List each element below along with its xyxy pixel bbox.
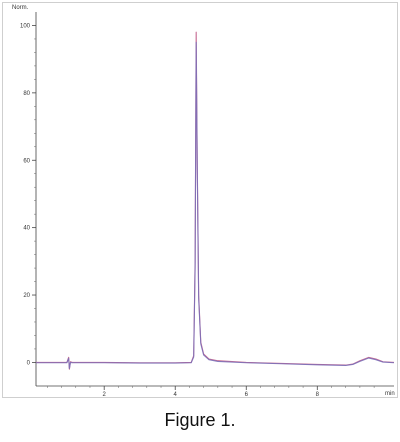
x-tick-label: 6 [245, 392, 249, 398]
x-tick-label: 8 [316, 392, 320, 398]
figure-caption: Figure 1. [164, 410, 236, 430]
minor-ticks [34, 38, 375, 388]
y-tick-label: 80 [23, 91, 30, 97]
plot-area: 0 20 40 60 80 100 2 4 6 8 Norm. min [12, 5, 395, 398]
y-ticks: 0 20 40 60 80 100 [20, 23, 36, 366]
x-tick-label: 2 [103, 392, 107, 398]
x-ticks: 2 4 6 8 [103, 386, 320, 398]
series-line-1 [36, 31, 395, 370]
y-axis-label: Norm. [12, 5, 29, 11]
y-tick-label: 100 [20, 23, 31, 29]
x-axis-label: min [385, 391, 395, 397]
y-tick-label: 20 [23, 293, 30, 299]
y-tick-label: 0 [27, 360, 31, 366]
chromatogram-chart: 0 20 40 60 80 100 2 4 6 8 Norm. min [12, 5, 395, 398]
y-tick-label: 40 [23, 226, 30, 232]
x-tick-label: 4 [174, 392, 178, 398]
y-tick-label: 60 [23, 158, 30, 164]
series-line-2 [36, 41, 395, 370]
series-layer [36, 31, 395, 370]
